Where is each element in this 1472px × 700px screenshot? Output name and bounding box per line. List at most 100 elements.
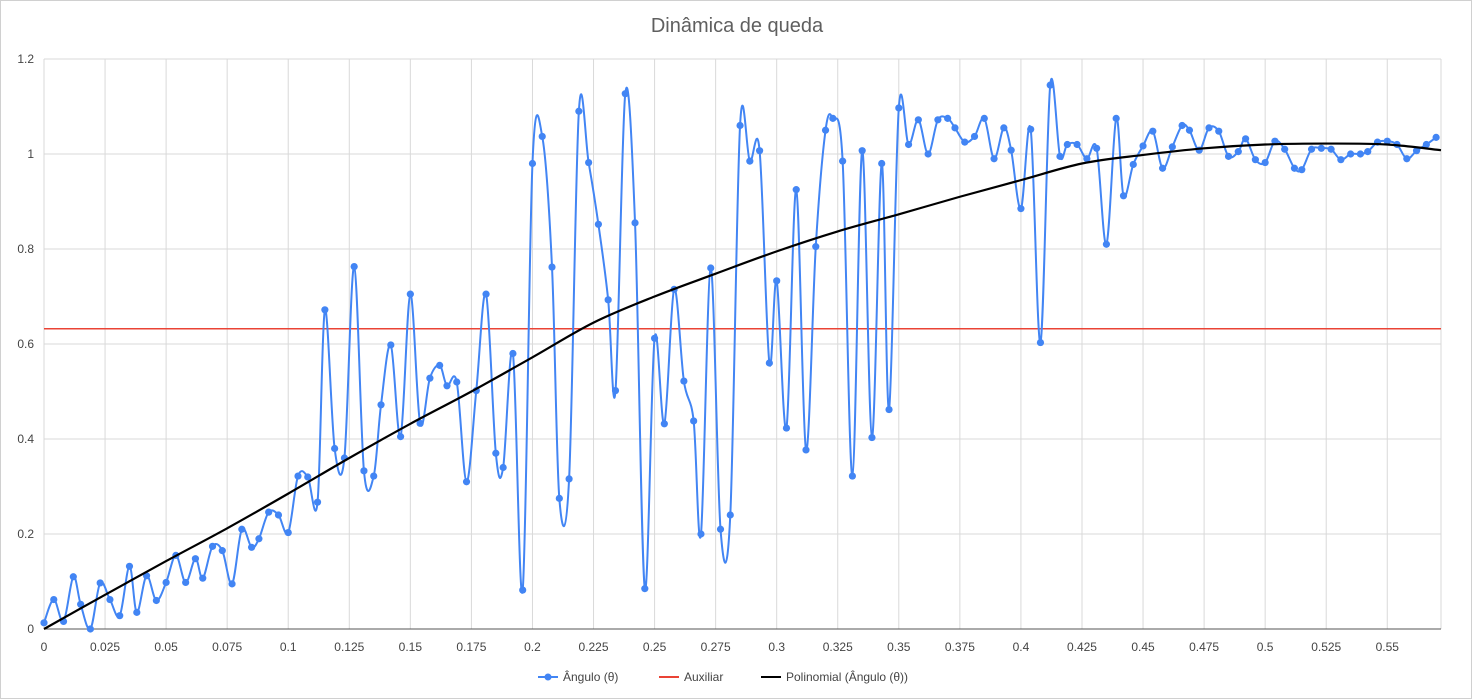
data-point [1364,148,1372,156]
data-point [716,525,725,533]
data-point [294,472,302,480]
data-point [1224,152,1233,160]
series-layer [40,77,1442,633]
data-point [1139,142,1147,150]
x-tick-label: 0.4 [1013,640,1030,654]
data-point [961,138,969,146]
data-point [274,511,283,519]
data-point [585,158,593,167]
legend: Ângulo (θ) Auxiliar Polinomial (Ângulo (θ)… [538,669,908,684]
data-point [492,449,500,457]
data-point [726,511,734,519]
data-point [133,608,141,616]
data-point [736,121,744,130]
x-tick-label: 0.45 [1131,640,1155,654]
data-point [858,147,866,155]
data-point [247,543,256,551]
legend-label: Auxiliar [684,670,723,684]
data-point [406,290,414,298]
data-point [565,475,573,483]
data-point [331,444,339,453]
data-point [426,374,434,382]
data-point [1432,133,1440,141]
data-point [509,349,517,358]
x-axis-ticks: 0 0.025 0.05 0.075 0.1 0.125 0.15 0.175 0.2 0.225… [41,640,1400,654]
data-point [885,405,893,414]
data-point [951,124,959,132]
data-point [575,107,583,115]
data-point [1083,155,1091,163]
data-point [829,114,837,122]
series-2 [43,142,1442,630]
data-point [746,157,754,165]
x-tick-label: 0 [41,640,48,654]
data-point [895,104,903,112]
data-point [782,424,791,432]
data-point [821,126,830,134]
data-point [548,263,556,271]
data-point [878,159,886,168]
data-point [641,585,649,593]
data-point [980,114,988,122]
data-point [1261,158,1269,167]
data-point [77,600,85,608]
data-point [443,382,451,390]
data-point [594,220,603,228]
data-point [1412,147,1421,155]
data-point [199,574,207,582]
data-point [499,463,507,472]
x-tick-label: 0.375 [945,640,975,654]
data-point [528,159,537,168]
x-tick-label: 0.475 [1189,640,1219,654]
y-tick-label: 0.8 [17,242,34,256]
data-point [1178,121,1186,130]
data-point [191,555,200,563]
data-point [924,150,932,158]
data-point [370,472,378,480]
data-point [631,219,639,227]
data-point [1403,155,1411,163]
x-tick-label: 0.1 [280,640,297,654]
data-point [680,377,688,385]
data-point [621,90,629,98]
data-point [1093,144,1101,152]
data-point [462,478,471,486]
data-point [1234,148,1242,156]
data-point [208,542,217,550]
data-point [519,586,527,594]
data-point [1422,140,1430,149]
data-point [1000,124,1008,132]
data-point [755,147,764,155]
data-point [1036,338,1045,347]
x-tick-label: 0.3 [768,640,785,654]
data-point [162,578,170,587]
chart-title: Dinâmica de queda [650,15,824,37]
data-point [1168,143,1176,151]
grid-lines [43,58,1442,630]
y-tick-label: 0.2 [17,527,34,541]
data-point [182,578,190,587]
x-tick-label: 0.225 [579,640,609,654]
data-point [1317,144,1325,152]
data-point [538,132,546,141]
x-tick-label: 0.125 [334,640,364,654]
y-axis-ticks: 0 0.2 0.4 0.6 0.8 1 1.2 [17,52,34,636]
data-point [313,498,322,506]
data-point [604,296,612,304]
data-point [304,473,312,481]
data-point [453,378,461,386]
data-point [1149,127,1157,135]
data-point [1337,156,1345,164]
data-point [802,446,810,454]
data-point [765,359,773,367]
data-point [387,341,395,349]
data-point [848,472,857,480]
data-point [990,155,998,163]
data-point [904,140,913,149]
data-point [377,401,385,409]
data-point [116,612,124,620]
x-tick-label: 0.35 [887,640,911,654]
data-point [868,433,876,442]
data-point [773,277,781,285]
